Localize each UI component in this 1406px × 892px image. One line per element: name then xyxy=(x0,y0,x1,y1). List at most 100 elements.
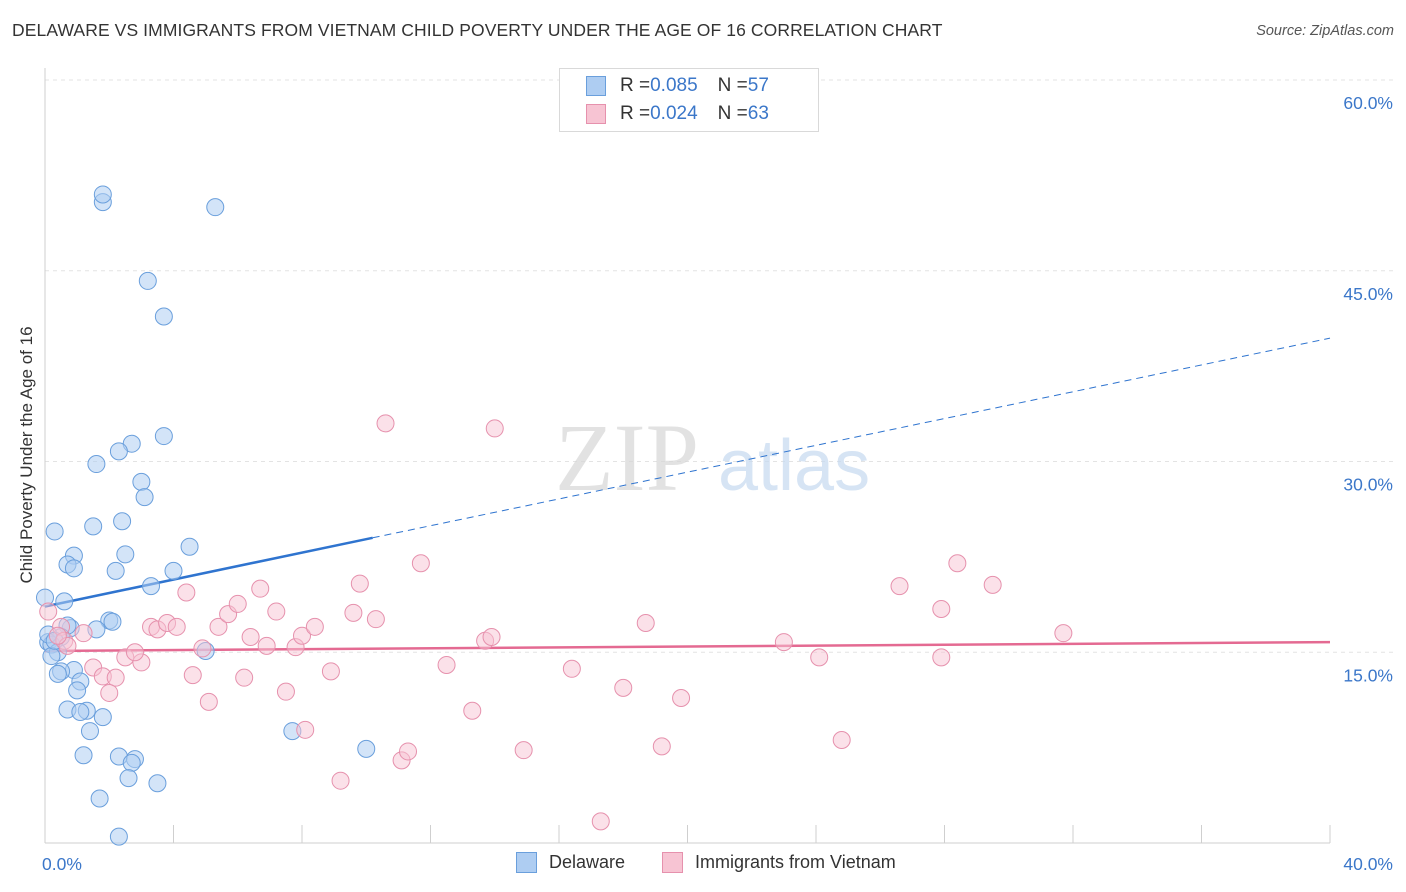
vietnam-point xyxy=(48,626,67,645)
vietnam-point xyxy=(482,627,501,646)
vietnam-legend-swatch xyxy=(662,852,683,873)
vietnam-point xyxy=(199,692,218,711)
vietnam-point xyxy=(948,554,967,573)
vietnam-point xyxy=(376,414,395,433)
delaware-point xyxy=(119,769,138,788)
vietnam-point xyxy=(591,812,610,831)
vietnam-swatch xyxy=(586,104,606,124)
vietnam-point xyxy=(276,682,295,701)
r-value: 0.085 xyxy=(650,75,698,96)
delaware-point xyxy=(90,789,109,808)
n-label: N = xyxy=(717,103,748,124)
vietnam-point xyxy=(235,668,254,687)
vietnam-point xyxy=(437,655,456,674)
vietnam-point xyxy=(399,742,418,761)
vietnam-point xyxy=(514,741,533,760)
vietnam-point xyxy=(331,771,350,790)
delaware-point xyxy=(154,427,173,446)
vietnam-point xyxy=(305,617,324,636)
delaware-point xyxy=(55,592,74,611)
vietnam-point xyxy=(344,603,363,622)
vietnam-point xyxy=(350,574,369,593)
legend-row-delaware: R = 0.085 N = 57 xyxy=(586,75,769,97)
delaware-point xyxy=(48,664,67,683)
delaware-point xyxy=(132,472,151,491)
x-tick-labels: 0.0% 40.0% xyxy=(42,854,1393,874)
delaware-point xyxy=(68,681,87,700)
delaware-point xyxy=(84,517,103,536)
y-tick-labels: 15.0% 30.0% 45.0% 60.0% xyxy=(1343,93,1393,685)
vietnam-point xyxy=(321,662,340,681)
vietnam-point xyxy=(890,577,909,596)
y-tick-label: 60.0% xyxy=(1343,93,1393,113)
delaware-point xyxy=(122,753,141,772)
delaware-point xyxy=(45,522,64,541)
delaware-legend-label: Delaware xyxy=(549,852,626,872)
delaware-point xyxy=(206,198,225,217)
grid-lines xyxy=(45,79,1395,653)
delaware-point xyxy=(142,577,161,596)
vietnam-point xyxy=(810,648,829,667)
vietnam-point xyxy=(672,689,691,708)
delaware-point xyxy=(87,455,106,474)
delaware-point xyxy=(113,512,132,531)
n-label: N = xyxy=(717,75,748,96)
delaware-point xyxy=(74,746,93,765)
y-axis-label: Child Poverty Under the Age of 16 xyxy=(17,326,36,584)
vietnam-point xyxy=(832,730,851,749)
y-tick-label: 30.0% xyxy=(1343,475,1393,495)
vietnam-trend-solid xyxy=(44,640,1331,653)
delaware-point xyxy=(93,708,112,727)
source-label: Source: ZipAtlas.com xyxy=(1256,23,1394,39)
vietnam-point xyxy=(774,633,793,652)
vietnam-trend-line xyxy=(44,640,1331,653)
vietnam-point xyxy=(74,624,93,643)
vietnam-point xyxy=(411,554,430,573)
vietnam-point xyxy=(251,579,270,598)
vietnam-point xyxy=(636,614,655,633)
vietnam-point xyxy=(241,627,260,646)
delaware-point xyxy=(106,561,125,580)
vietnam-point xyxy=(485,419,504,438)
delaware-points xyxy=(36,185,376,846)
r-label: R = xyxy=(620,103,651,124)
delaware-trend-line xyxy=(44,337,1331,608)
vietnam-point xyxy=(228,594,247,613)
watermark-atlas: atlas xyxy=(718,426,870,506)
delaware-point xyxy=(71,703,90,722)
vietnam-points xyxy=(39,414,1073,831)
vietnam-point xyxy=(932,600,951,619)
r-label: R = xyxy=(620,75,651,96)
r-value: 0.024 xyxy=(650,103,698,124)
correlation-legend: R = 0.085 N = 57 R = 0.024 N = 63 xyxy=(559,68,819,132)
delaware-point xyxy=(357,739,376,758)
vietnam-point xyxy=(257,636,276,655)
n-value: 57 xyxy=(747,75,769,96)
vietnam-point xyxy=(614,678,633,697)
delaware-trend-dashed xyxy=(372,337,1331,539)
delaware-point xyxy=(103,612,122,631)
vietnam-point xyxy=(100,683,119,702)
delaware-point xyxy=(164,561,183,580)
vietnam-point xyxy=(106,668,125,687)
legend-item-vietnam: Immigrants from Vietnam xyxy=(662,852,896,873)
delaware-point xyxy=(116,545,135,564)
y-tick-label: 45.0% xyxy=(1343,284,1393,304)
delaware-point xyxy=(180,537,199,556)
delaware-point xyxy=(64,559,83,578)
legend-item-delaware: Delaware xyxy=(516,852,625,873)
x-tick-label: 0.0% xyxy=(42,854,82,874)
vietnam-point xyxy=(562,659,581,678)
vietnam-point xyxy=(125,643,144,662)
vietnam-point xyxy=(293,626,311,645)
vietnam-point xyxy=(366,610,385,629)
legend-row-vietnam: R = 0.024 N = 63 xyxy=(586,103,769,125)
delaware-point xyxy=(154,307,173,326)
chart-title: DELAWARE VS IMMIGRANTS FROM VIETNAM CHIL… xyxy=(12,20,943,40)
delaware-point xyxy=(138,271,157,290)
vietnam-point xyxy=(652,737,671,756)
vietnam-point xyxy=(463,701,482,720)
delaware-point xyxy=(93,185,112,204)
watermark-zip: ZIP xyxy=(555,404,699,511)
y-tick-label: 15.0% xyxy=(1343,665,1393,685)
